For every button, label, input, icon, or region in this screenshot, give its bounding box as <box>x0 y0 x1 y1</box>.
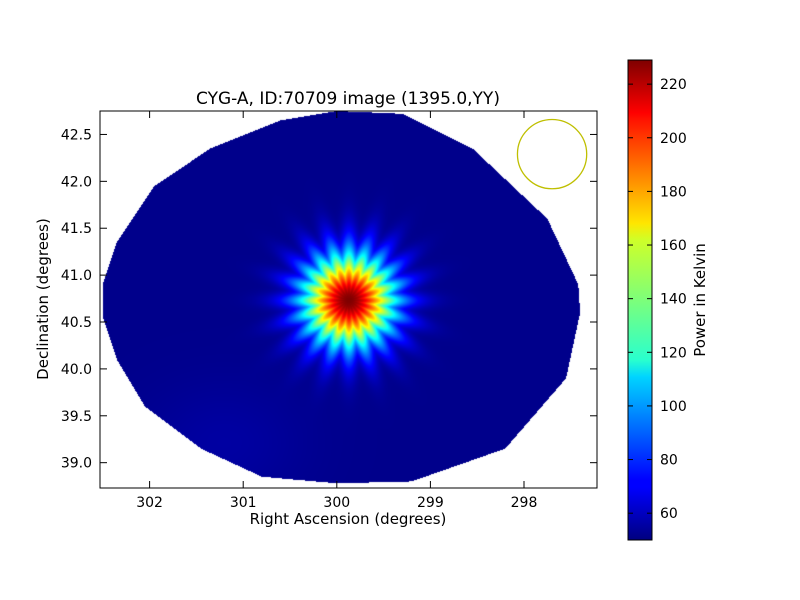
y-tick-label: 40.0 <box>61 362 92 378</box>
colorbar-frame <box>627 59 653 541</box>
colorbar-tick-label: 220 <box>660 77 687 93</box>
colorbar-fill <box>628 60 652 540</box>
y-tick-label: 39.5 <box>61 409 92 425</box>
plot-frame <box>99 110 598 489</box>
colorbar-tick-label: 180 <box>660 184 687 200</box>
colorbar-tick-label: 120 <box>660 345 687 361</box>
x-tick-label: 300 <box>323 495 350 511</box>
chart-title: CYG-A, ID:70709 image (1395.0,YY) <box>196 89 500 109</box>
y-tick-label: 39.0 <box>61 456 92 472</box>
x-axis-label: Right Ascension (degrees) <box>250 510 447 528</box>
x-tick-label: 302 <box>136 495 163 511</box>
y-tick-label: 40.5 <box>61 315 92 331</box>
x-tick-label: 298 <box>511 495 538 511</box>
colorbar-label: Power in Kelvin <box>691 243 709 357</box>
colorbar-tick-label: 140 <box>660 292 687 308</box>
x-tick-label: 299 <box>417 495 444 511</box>
colorbar: 60 80 100 120 140 160 180 200 220 Power in Kelvi… <box>627 59 709 541</box>
colorbar-tick-label: 200 <box>660 131 687 147</box>
y-tick-label: 41.5 <box>61 221 92 237</box>
colorbar-ticks: 60 80 100 120 140 160 180 200 220 <box>628 77 687 522</box>
y-tick-label: 42.5 <box>61 127 92 143</box>
colorbar-tick-label: 100 <box>660 399 687 415</box>
colorbar-tick-label: 80 <box>660 453 678 469</box>
plot-area: 302 301 300 299 298 39.0 39.5 40.0 40.5 41.0 41.5… <box>61 110 598 511</box>
x-axis-ticks: 302 301 300 299 298 <box>136 111 537 511</box>
colorbar-tick-label: 60 <box>660 506 678 522</box>
y-tick-label: 41.0 <box>61 268 92 284</box>
y-tick-label: 42.0 <box>61 174 92 190</box>
y-axis-ticks: 39.0 39.5 40.0 40.5 41.0 41.5 42.0 42.5 <box>61 127 597 472</box>
x-tick-label: 301 <box>230 495 257 511</box>
colorbar-tick-label: 160 <box>660 238 687 254</box>
y-axis-label: Declination (degrees) <box>34 218 52 380</box>
heatmap-image <box>100 111 597 488</box>
beam-circle <box>516 118 588 190</box>
